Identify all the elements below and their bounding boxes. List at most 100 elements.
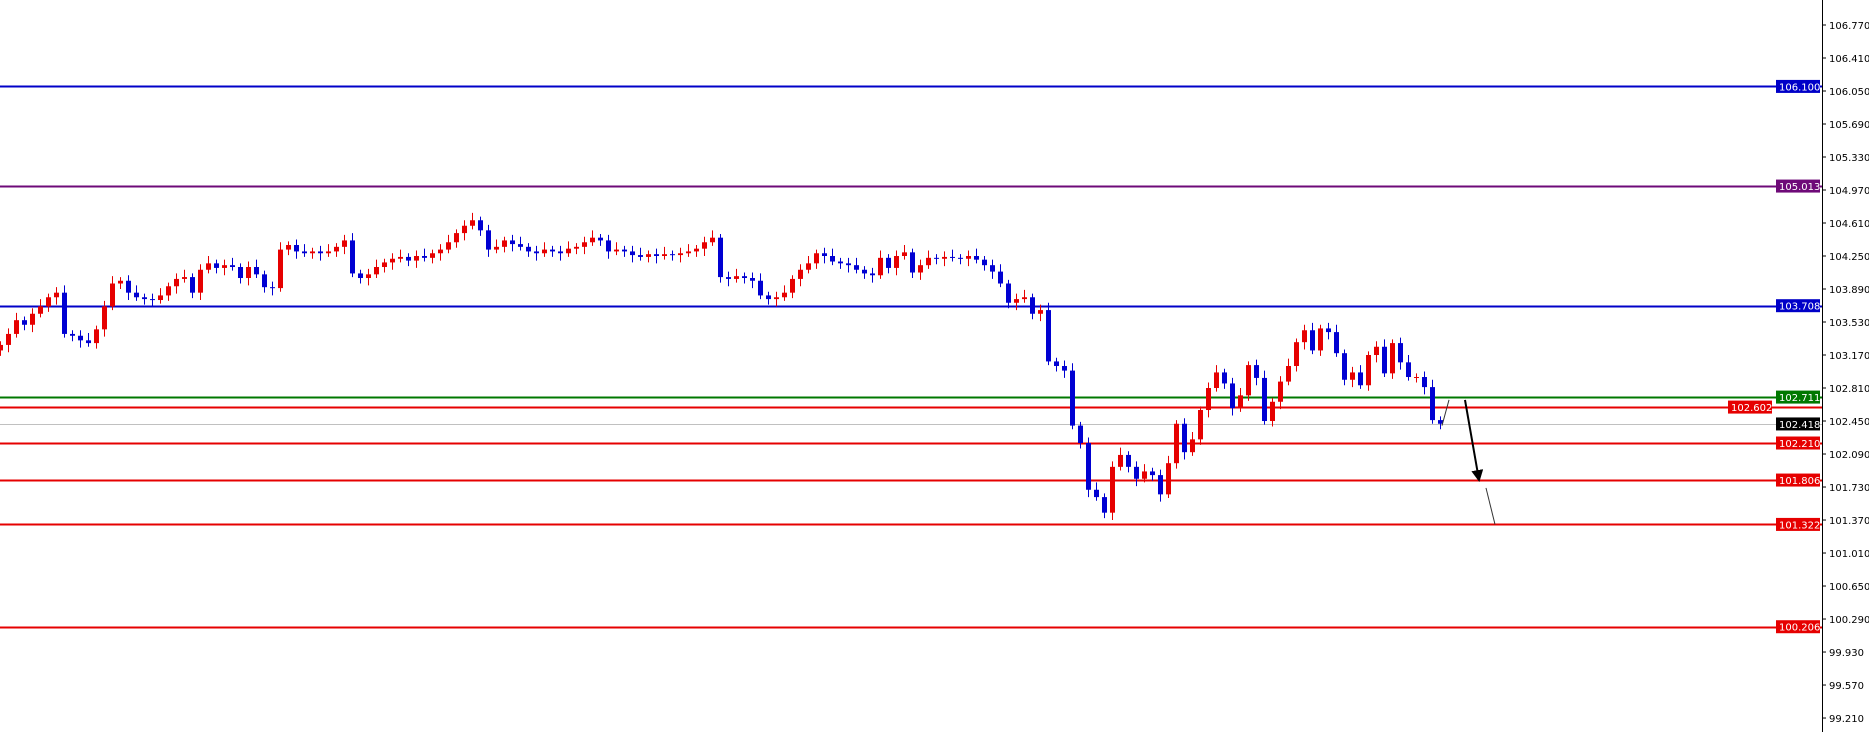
candle-body bbox=[926, 257, 931, 266]
candle-body bbox=[0, 344, 3, 351]
axis-tick-label: 103.530 bbox=[1829, 318, 1869, 329]
candle-bearish bbox=[654, 248, 659, 264]
candle-body bbox=[806, 263, 811, 270]
price-label: 101.806 bbox=[1776, 473, 1820, 487]
candle-bearish bbox=[518, 236, 523, 251]
candle-bullish bbox=[902, 245, 907, 260]
candle-bearish bbox=[870, 267, 875, 283]
candle-body bbox=[1398, 343, 1403, 363]
candle-bullish bbox=[1294, 338, 1299, 372]
candle-body bbox=[238, 267, 243, 279]
candle-body bbox=[822, 253, 827, 257]
candle-bullish bbox=[390, 253, 395, 270]
price-label-text: 102.418 bbox=[1779, 420, 1820, 431]
candle-bearish bbox=[1134, 461, 1139, 487]
candle-body bbox=[662, 254, 667, 257]
candle-bullish bbox=[1390, 339, 1395, 379]
candle-body bbox=[6, 333, 11, 345]
candle-bullish bbox=[646, 250, 651, 263]
candle-body bbox=[326, 251, 331, 254]
candle-body bbox=[374, 267, 379, 275]
candle-body bbox=[286, 245, 291, 250]
price-label-bg bbox=[1728, 400, 1772, 414]
candle-body bbox=[1118, 454, 1123, 467]
candle-body bbox=[126, 280, 131, 293]
candle-bullish bbox=[1214, 365, 1219, 392]
candle-body bbox=[1078, 425, 1083, 444]
candle-bullish bbox=[878, 250, 883, 279]
candle-body bbox=[1150, 471, 1155, 476]
axis-tick-label: 106.770 bbox=[1829, 21, 1869, 32]
candle-body bbox=[1158, 475, 1163, 495]
candle-bearish bbox=[598, 234, 603, 246]
candle-body bbox=[1422, 377, 1427, 388]
candle-bearish bbox=[886, 254, 891, 274]
candle-bullish bbox=[798, 264, 803, 287]
candle-body bbox=[1022, 297, 1027, 300]
candle-body bbox=[1310, 330, 1315, 351]
candle-body bbox=[1390, 343, 1395, 374]
candle-body bbox=[142, 297, 147, 300]
candle-body bbox=[582, 242, 587, 247]
candle-bearish bbox=[606, 234, 611, 259]
arrow-icon bbox=[1464, 399, 1484, 483]
candle-bullish bbox=[1238, 388, 1243, 412]
axis-tick-label: 102.450 bbox=[1829, 417, 1869, 428]
candle-bearish bbox=[230, 257, 235, 271]
candle-body bbox=[78, 335, 83, 341]
candle-bullish bbox=[1190, 432, 1195, 456]
candle-bullish bbox=[614, 242, 619, 256]
candle-bullish bbox=[582, 236, 587, 255]
candle-body bbox=[230, 265, 235, 268]
candle-bearish bbox=[854, 257, 859, 274]
candle-bearish bbox=[70, 330, 75, 342]
price-axis[interactable]: 106.770 106.410 106.050 105.690 105.330 104.9… bbox=[1822, 21, 1869, 725]
candle-bearish bbox=[1254, 359, 1259, 386]
candle-bearish bbox=[254, 259, 259, 279]
candle-bearish bbox=[910, 248, 915, 279]
candle-bearish bbox=[214, 259, 219, 274]
candle-bullish bbox=[942, 251, 947, 267]
candle-bearish bbox=[1326, 322, 1331, 340]
candle-bearish bbox=[950, 249, 955, 262]
candle-body bbox=[622, 249, 627, 252]
candle-body bbox=[302, 251, 307, 254]
candle-body bbox=[910, 252, 915, 273]
axis-tick-label: 102.090 bbox=[1829, 450, 1869, 461]
candle-bullish bbox=[398, 249, 403, 263]
candle-bearish bbox=[1046, 302, 1051, 366]
price-label-bg bbox=[1776, 417, 1820, 431]
candle-bearish bbox=[1438, 416, 1443, 430]
candle-bullish bbox=[1302, 324, 1307, 350]
candle-body bbox=[1430, 387, 1435, 421]
candle-body bbox=[1134, 466, 1139, 479]
price-label-text: 102.602 bbox=[1731, 403, 1772, 414]
candle-bullish bbox=[1110, 461, 1115, 521]
candle-bearish bbox=[750, 272, 755, 289]
axis-tick-label: 100.290 bbox=[1829, 615, 1869, 626]
candle-bullish bbox=[382, 258, 387, 273]
price-label-text: 106.100 bbox=[1779, 82, 1820, 93]
candle-bullish bbox=[1366, 351, 1371, 391]
candle-bearish bbox=[270, 281, 275, 296]
candle-body bbox=[638, 255, 643, 257]
candle-body bbox=[1366, 355, 1371, 386]
candle-bullish bbox=[1374, 341, 1379, 363]
candle-bullish bbox=[54, 287, 59, 305]
candle-body bbox=[1230, 383, 1235, 409]
axis-tick-label: 103.890 bbox=[1829, 285, 1869, 296]
candle-body bbox=[278, 249, 283, 289]
candle-bearish bbox=[126, 275, 131, 301]
candle-body bbox=[1070, 370, 1075, 426]
candle-body bbox=[686, 251, 691, 254]
axis-tick-label: 99.210 bbox=[1829, 714, 1864, 725]
candle-body bbox=[1222, 372, 1227, 384]
candle-body bbox=[1278, 381, 1283, 402]
candle-bearish bbox=[238, 263, 243, 284]
candle-bullish bbox=[678, 247, 683, 263]
candle-bullish bbox=[1014, 293, 1019, 311]
candle-bullish bbox=[454, 229, 459, 248]
candle-body bbox=[118, 280, 123, 284]
candle-body bbox=[918, 265, 923, 273]
